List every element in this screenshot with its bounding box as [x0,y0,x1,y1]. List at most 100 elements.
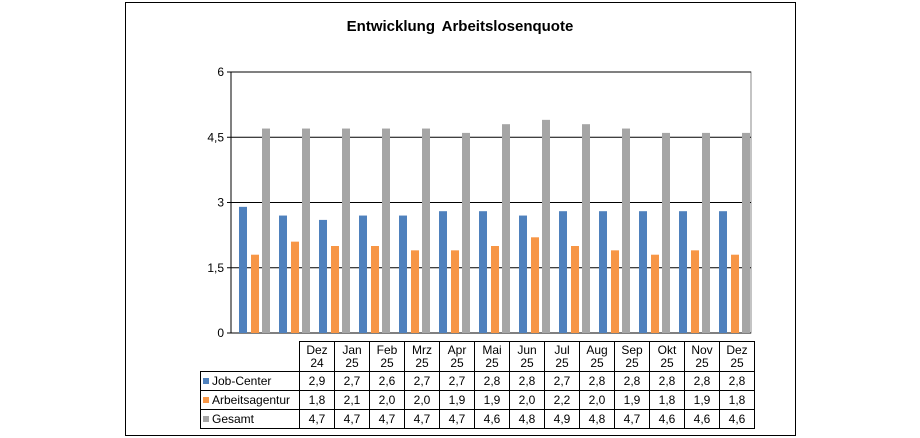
legend-swatch [203,397,209,404]
data-label: 1,8 [299,390,335,410]
data-label: 1,8 [649,390,685,410]
bar-job-center [559,211,567,333]
bar-arbeitsagentur [731,254,739,333]
bar-job-center [719,211,727,333]
data-label: 4,7 [439,409,475,429]
category-header: Mrz 25 [404,341,440,372]
bar-gesamt [662,132,670,333]
data-label: 2,8 [614,371,650,391]
data-label: 1,9 [439,390,475,410]
bar-gesamt [422,128,430,333]
category-header: Jul 25 [544,341,580,372]
data-label: 2,7 [334,371,370,391]
bar-arbeitsagentur [571,246,579,333]
category-header: Sep 25 [614,341,650,372]
data-label: 2,7 [439,371,475,391]
data-table: Dez 24 Jan 25 Feb 25 Mrz 25 Apr 25 Mai 25 Jun 25 Jul 25… [200,341,755,429]
data-label: 4,6 [719,409,755,429]
data-label: 1,9 [684,390,720,410]
data-label: 2,7 [404,371,440,391]
data-label: 2,0 [404,390,440,410]
data-label: 4,7 [334,409,370,429]
data-label: 1,8 [719,390,755,410]
data-label: 4,7 [614,409,650,429]
data-label: 4,8 [509,409,545,429]
bar-job-center [399,215,407,333]
bar-job-center [279,215,287,333]
bar-job-center [359,215,367,333]
category-header: Feb 25 [369,341,405,372]
data-label: 2,1 [334,390,370,410]
category-header: Dez 25 [719,341,755,372]
bar-gesamt [622,128,630,333]
category-header: Nov 25 [684,341,720,372]
data-label: 2,0 [509,390,545,410]
data-label: 2,8 [509,371,545,391]
data-label: 4,6 [684,409,720,429]
bar-gesamt [582,124,590,333]
bar-gesamt [702,132,710,333]
bar-arbeitsagentur [291,241,299,333]
category-header: Mai 25 [474,341,510,372]
bar-job-center [439,211,447,333]
bar-gesamt [462,132,470,333]
category-header: Okt 25 [649,341,685,372]
data-label: 4,7 [369,409,405,429]
bar-gesamt [342,128,350,333]
chart-title: Entwicklung Arbeitslosenquote [346,18,574,35]
bar-arbeitsagentur [651,254,659,333]
legend-entry: Arbeitsagentur [200,390,300,410]
data-label: 2,8 [684,371,720,391]
category-header: Aug 25 [579,341,615,372]
y-tick-label: 6 [217,65,224,79]
bar-arbeitsagentur [691,250,699,333]
data-label: 2,8 [579,371,615,391]
y-tick-label: 4,5 [207,130,224,144]
bar-arbeitsagentur [451,250,459,333]
y-tick-label: 0 [217,326,224,340]
data-label: 1,9 [614,390,650,410]
bar-arbeitsagentur [371,246,379,333]
bar-arbeitsagentur [611,250,619,333]
legend-swatch [203,416,209,423]
category-header: Apr 25 [439,341,475,372]
data-label: 1,9 [474,390,510,410]
data-label: 2,8 [649,371,685,391]
bar-arbeitsagentur [251,254,259,333]
data-label: 2,8 [474,371,510,391]
legend-entry: Job-Center [200,371,300,391]
chart-frame [125,2,796,436]
table-corner [201,342,300,372]
data-label: 4,6 [649,409,685,429]
bar-job-center [519,215,527,333]
data-label: 2,6 [369,371,405,391]
bar-gesamt [302,128,310,333]
bar-arbeitsagentur [331,246,339,333]
bar-job-center [239,206,247,333]
data-label: 2,0 [369,390,405,410]
data-label: 2,2 [544,390,580,410]
bar-arbeitsagentur [411,250,419,333]
bar-arbeitsagentur [491,246,499,333]
bar-gesamt [502,124,510,333]
bar-gesamt [262,128,270,333]
table-row: Gesamt 4,7 4,7 4,7 4,7 4,7 4,6 4,8 4,9 4,8 4,7 4,6 4… [200,409,755,429]
bar-job-center [679,211,687,333]
category-header: Dez 24 [299,341,335,372]
data-label: 2,8 [719,371,755,391]
legend-swatch [203,378,209,385]
data-label: 4,9 [544,409,580,429]
category-header: Jun 25 [509,341,545,372]
legend-entry: Gesamt [200,409,300,429]
y-tick-label: 1,5 [207,261,224,275]
data-label: 2,9 [299,371,335,391]
bar-job-center [639,211,647,333]
bar-job-center [599,211,607,333]
y-tick-label: 3 [217,196,224,210]
data-label: 2,0 [579,390,615,410]
table-row: Arbeitsagentur 1,8 2,1 2,0 2,0 1,9 1,9 2,0 2,2 2,… [200,390,755,410]
table-row: Job-Center 2,9 2,7 2,6 2,7 2,7 2,8 2,8 2,7 2,8 2,8… [200,371,755,391]
data-label: 4,7 [299,409,335,429]
bar-gesamt [382,128,390,333]
